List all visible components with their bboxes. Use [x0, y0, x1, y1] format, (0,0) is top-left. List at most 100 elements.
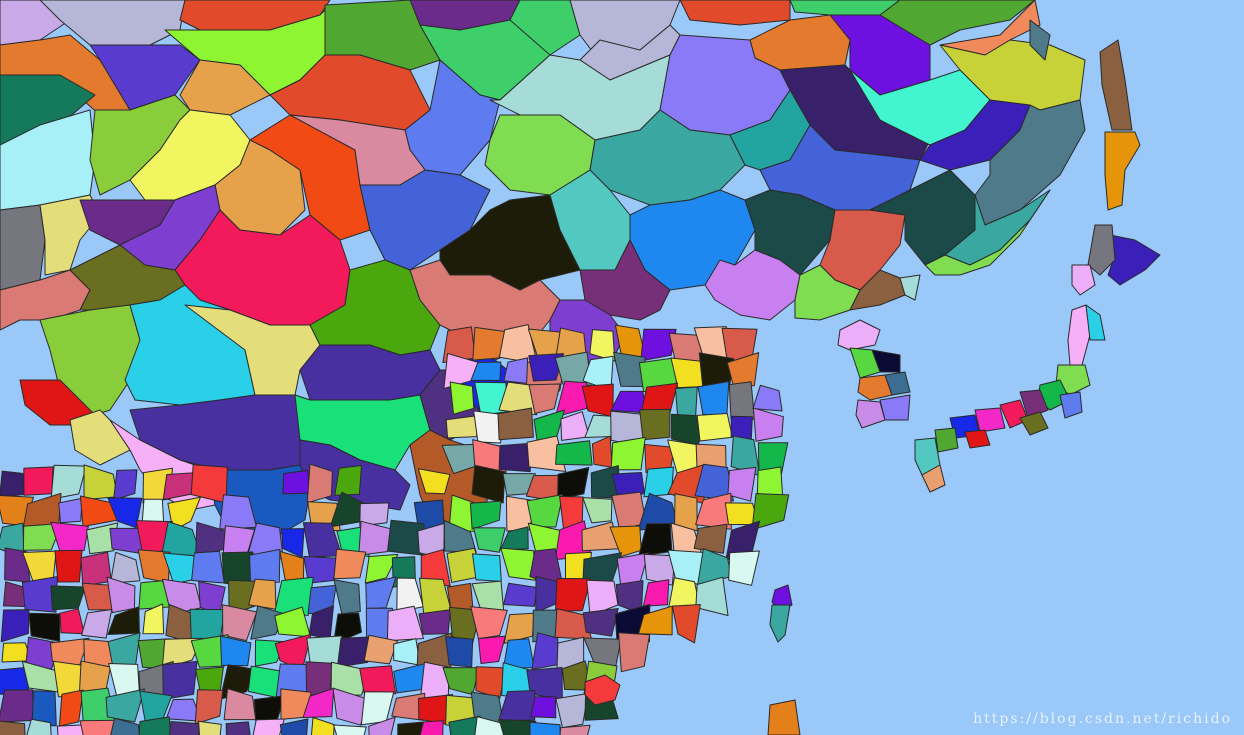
- region[interactable]: [675, 386, 698, 417]
- region[interactable]: [964, 429, 991, 449]
- region[interactable]: [610, 436, 646, 471]
- region[interactable]: [477, 635, 506, 664]
- region[interactable]: [107, 497, 143, 529]
- region[interactable]: [530, 696, 557, 719]
- region[interactable]: [472, 326, 508, 361]
- region[interactable]: [21, 576, 58, 613]
- region[interactable]: [363, 634, 398, 665]
- region[interactable]: [756, 466, 783, 496]
- region[interactable]: [336, 636, 371, 668]
- region[interactable]: [333, 548, 367, 580]
- region[interactable]: [671, 604, 701, 644]
- region[interactable]: [225, 721, 252, 735]
- region[interactable]: [386, 605, 424, 642]
- sakhalin-island[interactable]: [1029, 19, 1051, 61]
- region[interactable]: [220, 635, 252, 667]
- region[interactable]: [559, 724, 591, 735]
- region[interactable]: [332, 687, 369, 726]
- region[interactable]: [974, 99, 1086, 226]
- region[interactable]: [498, 690, 536, 722]
- region[interactable]: [249, 548, 281, 583]
- region[interactable]: [0, 720, 26, 735]
- region[interactable]: [1104, 131, 1141, 211]
- region[interactable]: [503, 582, 538, 607]
- region[interactable]: [50, 521, 89, 556]
- region[interactable]: [273, 576, 314, 616]
- region[interactable]: [250, 605, 286, 640]
- region[interactable]: [582, 608, 619, 637]
- region[interactable]: [81, 609, 113, 639]
- region[interactable]: [555, 440, 593, 466]
- region[interactable]: [643, 553, 676, 586]
- region[interactable]: [250, 718, 285, 735]
- region[interactable]: [557, 467, 590, 501]
- region[interactable]: [695, 576, 729, 616]
- region[interactable]: [359, 502, 390, 527]
- region[interactable]: [303, 555, 340, 584]
- region[interactable]: [528, 353, 564, 382]
- region[interactable]: [109, 551, 141, 584]
- region[interactable]: [499, 526, 529, 551]
- region[interactable]: [1085, 304, 1106, 341]
- region[interactable]: [0, 609, 30, 643]
- region[interactable]: [921, 464, 946, 493]
- region[interactable]: [498, 719, 537, 735]
- region[interactable]: [472, 553, 502, 582]
- region[interactable]: [162, 660, 198, 700]
- region[interactable]: [474, 381, 508, 416]
- region[interactable]: [310, 717, 335, 735]
- region[interactable]: [728, 381, 755, 420]
- region[interactable]: [190, 634, 229, 668]
- region[interactable]: [108, 717, 141, 735]
- region[interactable]: [56, 724, 89, 735]
- region[interactable]: [0, 74, 96, 146]
- region[interactable]: [726, 352, 760, 389]
- region[interactable]: [50, 585, 86, 611]
- region[interactable]: [693, 523, 728, 554]
- region[interactable]: [924, 189, 1051, 276]
- region[interactable]: [555, 380, 588, 418]
- region[interactable]: [222, 604, 258, 642]
- region[interactable]: [695, 492, 732, 530]
- region[interactable]: [498, 442, 534, 473]
- region[interactable]: [22, 522, 63, 551]
- region[interactable]: [618, 632, 651, 673]
- region[interactable]: [194, 689, 224, 725]
- region[interactable]: [359, 665, 397, 695]
- region[interactable]: [448, 715, 481, 735]
- region[interactable]: [198, 720, 222, 735]
- region[interactable]: [1071, 264, 1096, 296]
- region[interactable]: [142, 603, 165, 635]
- region[interactable]: [582, 497, 613, 524]
- region[interactable]: [54, 549, 83, 583]
- region[interactable]: [674, 493, 698, 532]
- region[interactable]: [141, 498, 165, 524]
- region[interactable]: [138, 716, 172, 735]
- region[interactable]: [679, 0, 791, 26]
- region[interactable]: [58, 689, 84, 727]
- region[interactable]: [23, 466, 54, 496]
- region[interactable]: [368, 716, 396, 735]
- region[interactable]: [1087, 224, 1116, 276]
- region[interactable]: [837, 319, 881, 351]
- region[interactable]: [282, 469, 311, 495]
- region[interactable]: [22, 718, 52, 735]
- region[interactable]: [364, 554, 399, 584]
- region[interactable]: [0, 689, 35, 723]
- hainan-island[interactable]: [584, 674, 621, 706]
- region[interactable]: [334, 465, 362, 496]
- region[interactable]: [639, 408, 671, 441]
- region[interactable]: [752, 384, 783, 412]
- region[interactable]: [974, 407, 1006, 433]
- region[interactable]: [589, 329, 616, 362]
- region[interactable]: [279, 718, 309, 735]
- region[interactable]: [500, 547, 536, 581]
- region[interactable]: [420, 549, 451, 587]
- region[interactable]: [358, 520, 395, 556]
- region[interactable]: [80, 551, 112, 587]
- region[interactable]: [1019, 411, 1049, 436]
- region[interactable]: [640, 328, 677, 362]
- region[interactable]: [1059, 391, 1083, 419]
- region[interactable]: [397, 721, 425, 735]
- region[interactable]: [79, 719, 117, 735]
